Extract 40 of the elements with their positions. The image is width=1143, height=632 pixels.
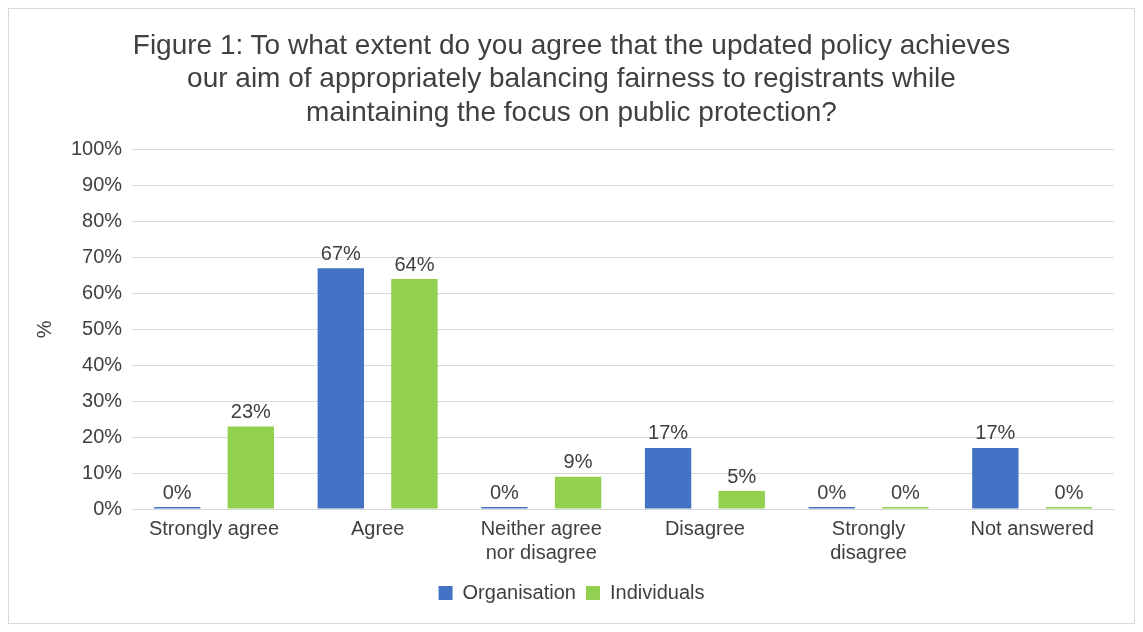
y-tick-label: 50% [82,316,123,339]
y-tick-label: 20% [82,424,123,447]
bar [972,447,1019,509]
x-tick-label: Strongly agree [148,516,280,539]
y-tick-label: 60% [82,281,123,303]
data-label: 0% [1054,480,1084,503]
data-label: 64% [394,252,435,275]
data-label: 17% [648,421,689,444]
data-label: 0% [162,480,192,503]
y-tick-label: 40% [82,352,123,375]
y-tick-label: 10% [82,460,123,483]
y-tick-label: 90% [82,173,123,196]
data-label: 0% [489,480,520,503]
y-tick-label: 80% [82,209,123,232]
data-label: 0% [890,480,921,503]
bar [391,279,438,509]
x-tick-label: Strongly disagree [830,516,907,563]
data-label: 23% [230,399,272,422]
y-tick-label: 100% [71,137,123,160]
y-tick-label: 30% [82,388,123,411]
bar [644,447,692,509]
x-tick-label: Neither agree nor disagree [480,516,602,563]
data-label: 0% [817,480,847,503]
bar [718,491,765,509]
legend-label: Individuals [609,580,705,603]
y-tick-label: 0% [93,496,123,519]
x-tick-label: Agree [350,516,405,539]
x-tick-label: Disagree [664,516,745,539]
x-tick-label: Not answered [970,516,1094,539]
data-label: 5% [727,464,757,487]
y-axis-title: % [32,320,55,339]
chart-title: Figure 1: To what extent do you agree that the updated policy achieves our aim of appropriately balancing fairness to registrants while maintaining the focus on public protection? [132,28,1011,127]
data-label: 9% [563,450,593,473]
data-label: 17% [975,421,1016,444]
data-label: 67% [320,241,362,264]
bar [227,426,274,509]
bar [554,476,602,509]
y-tick-label: 70% [82,245,123,268]
legend-label: Organisation [462,580,576,603]
bar [317,268,364,509]
